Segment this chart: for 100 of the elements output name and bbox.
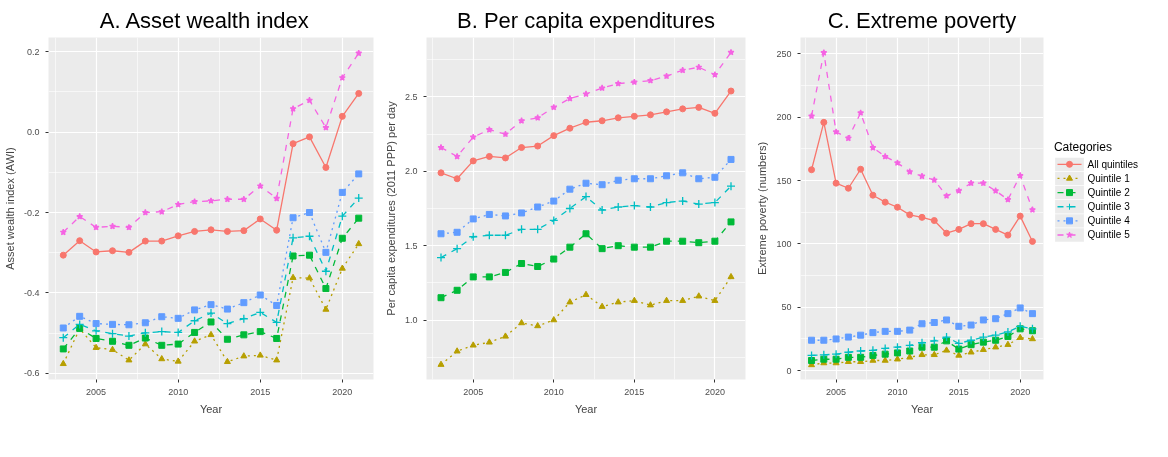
point <box>711 237 719 245</box>
point <box>289 214 297 222</box>
point <box>191 328 199 336</box>
point <box>1016 304 1024 312</box>
point <box>881 152 889 160</box>
point <box>273 356 281 363</box>
point <box>893 159 901 166</box>
x-tick-label: 2010 <box>543 386 564 397</box>
point <box>191 227 199 235</box>
point <box>930 176 938 184</box>
legend-label: Quintile 5 <box>1087 229 1131 241</box>
point <box>978 332 989 342</box>
point <box>355 49 363 57</box>
point <box>305 96 313 104</box>
point <box>855 346 866 356</box>
point <box>598 84 606 92</box>
point <box>518 260 526 268</box>
y-axis-title: Per capita expenditures (2011 PPP) per day <box>384 100 397 316</box>
point <box>614 114 622 122</box>
x-tick-label: 2005 <box>86 386 107 397</box>
point <box>646 301 654 308</box>
x-tick-label: 2020 <box>332 386 353 397</box>
point <box>91 326 101 336</box>
point <box>646 175 654 183</box>
point <box>679 66 687 74</box>
point <box>710 197 720 208</box>
point <box>832 128 840 135</box>
point <box>453 347 461 354</box>
point <box>955 322 963 330</box>
point <box>76 237 84 245</box>
point <box>582 179 590 187</box>
point <box>453 286 461 294</box>
point <box>109 320 117 328</box>
point <box>256 291 264 299</box>
legend-label: Quintile 3 <box>1087 201 1131 213</box>
point <box>844 333 852 341</box>
point <box>174 357 182 364</box>
point <box>943 316 951 324</box>
point <box>630 243 638 251</box>
point <box>566 298 574 305</box>
point <box>955 187 963 194</box>
point <box>453 152 461 160</box>
point <box>158 341 166 349</box>
point <box>289 140 297 148</box>
point <box>630 175 638 183</box>
x-tick-label: 2020 <box>704 386 725 397</box>
point <box>223 305 231 313</box>
point <box>906 353 914 360</box>
point <box>979 179 987 187</box>
point <box>967 321 975 329</box>
point <box>808 357 816 364</box>
point <box>820 49 828 56</box>
point <box>305 209 313 217</box>
point <box>1004 340 1012 347</box>
point <box>469 215 477 223</box>
point <box>893 203 901 211</box>
point <box>501 130 509 138</box>
point <box>645 202 656 212</box>
point <box>240 299 248 307</box>
point <box>868 345 878 356</box>
point <box>59 324 67 332</box>
chart-title: B. Per capita expenditures <box>456 7 716 33</box>
point <box>355 214 363 222</box>
point <box>820 336 828 344</box>
point <box>663 72 671 80</box>
point <box>832 179 840 187</box>
point <box>485 210 493 218</box>
point <box>857 331 865 339</box>
point <box>534 262 542 270</box>
point <box>518 209 526 217</box>
y-axis-title: Asset wealth index (AWI) <box>3 147 16 270</box>
point <box>929 336 939 346</box>
point <box>355 89 363 97</box>
point <box>966 335 976 345</box>
point <box>485 338 493 345</box>
point <box>930 217 938 225</box>
point <box>1004 195 1012 203</box>
point <box>727 48 735 56</box>
point <box>727 87 735 95</box>
x-tick-label: 2015 <box>624 386 645 397</box>
point <box>355 170 363 178</box>
point <box>727 155 735 163</box>
legend-label: Quintile 1 <box>1087 172 1131 184</box>
point <box>174 200 182 208</box>
y-tick-label: 0.2 <box>26 46 40 57</box>
point <box>1004 231 1012 239</box>
point <box>305 274 313 281</box>
point <box>955 225 963 233</box>
point <box>967 348 975 355</box>
point <box>943 337 951 345</box>
point <box>566 94 574 102</box>
point <box>453 175 461 183</box>
point <box>992 187 1000 194</box>
point <box>92 334 100 342</box>
point <box>881 356 889 363</box>
point <box>289 252 297 260</box>
point <box>501 212 509 220</box>
point <box>943 346 951 353</box>
point <box>338 188 346 196</box>
point <box>820 118 828 126</box>
